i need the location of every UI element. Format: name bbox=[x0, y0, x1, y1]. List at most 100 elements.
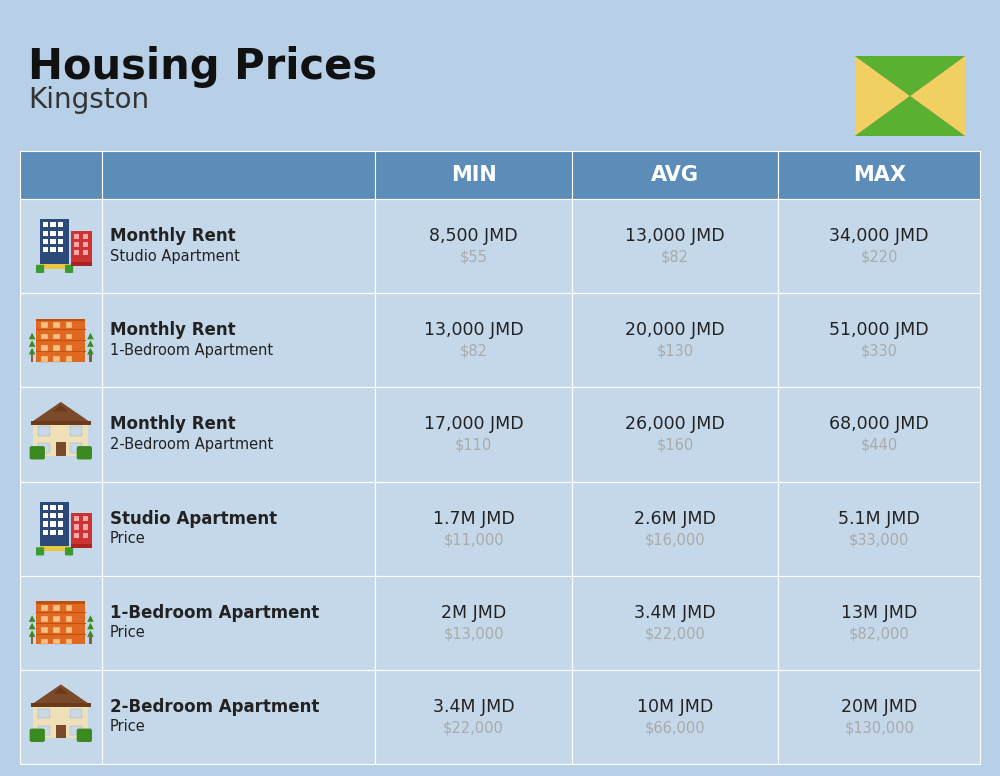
FancyBboxPatch shape bbox=[40, 501, 69, 552]
FancyBboxPatch shape bbox=[53, 605, 60, 611]
FancyBboxPatch shape bbox=[58, 513, 63, 518]
Text: 2M JMD: 2M JMD bbox=[441, 604, 506, 622]
FancyBboxPatch shape bbox=[70, 709, 82, 719]
FancyBboxPatch shape bbox=[66, 639, 72, 644]
FancyBboxPatch shape bbox=[41, 628, 48, 633]
FancyBboxPatch shape bbox=[20, 387, 102, 481]
Text: 10M JMD: 10M JMD bbox=[637, 698, 713, 716]
Text: 26,000 JMD: 26,000 JMD bbox=[625, 415, 725, 434]
FancyBboxPatch shape bbox=[43, 513, 48, 518]
Polygon shape bbox=[87, 340, 94, 347]
FancyBboxPatch shape bbox=[778, 151, 980, 199]
Text: 1-Bedroom Apartment: 1-Bedroom Apartment bbox=[110, 604, 319, 622]
FancyBboxPatch shape bbox=[43, 222, 48, 227]
FancyBboxPatch shape bbox=[375, 199, 572, 293]
Text: Studio Apartment: Studio Apartment bbox=[110, 510, 277, 528]
Text: 5.1M JMD: 5.1M JMD bbox=[838, 510, 920, 528]
FancyBboxPatch shape bbox=[53, 639, 60, 644]
FancyBboxPatch shape bbox=[36, 319, 85, 321]
FancyBboxPatch shape bbox=[77, 729, 92, 742]
FancyBboxPatch shape bbox=[375, 670, 572, 764]
Polygon shape bbox=[87, 615, 94, 622]
FancyBboxPatch shape bbox=[71, 230, 92, 265]
Text: Monthly Rent: Monthly Rent bbox=[110, 227, 235, 245]
FancyBboxPatch shape bbox=[77, 446, 92, 459]
FancyBboxPatch shape bbox=[38, 427, 50, 436]
FancyBboxPatch shape bbox=[50, 504, 56, 510]
Text: $22,000: $22,000 bbox=[645, 626, 706, 641]
FancyBboxPatch shape bbox=[53, 334, 60, 339]
FancyBboxPatch shape bbox=[40, 264, 69, 268]
FancyBboxPatch shape bbox=[31, 703, 91, 707]
FancyBboxPatch shape bbox=[56, 442, 66, 456]
Text: $66,000: $66,000 bbox=[645, 720, 706, 736]
FancyBboxPatch shape bbox=[38, 443, 50, 452]
FancyBboxPatch shape bbox=[375, 151, 572, 199]
FancyBboxPatch shape bbox=[50, 222, 56, 227]
FancyBboxPatch shape bbox=[375, 576, 572, 670]
FancyBboxPatch shape bbox=[20, 199, 102, 293]
Text: $22,000: $22,000 bbox=[443, 720, 504, 736]
Text: 1.7M JMD: 1.7M JMD bbox=[433, 510, 514, 528]
FancyBboxPatch shape bbox=[572, 670, 778, 764]
Text: 13,000 JMD: 13,000 JMD bbox=[625, 227, 725, 245]
FancyBboxPatch shape bbox=[40, 546, 69, 552]
Polygon shape bbox=[53, 405, 68, 411]
FancyBboxPatch shape bbox=[58, 230, 63, 236]
FancyBboxPatch shape bbox=[778, 670, 980, 764]
Text: $440: $440 bbox=[861, 438, 898, 453]
FancyBboxPatch shape bbox=[50, 239, 56, 244]
Text: Kingston: Kingston bbox=[28, 86, 149, 114]
FancyBboxPatch shape bbox=[89, 351, 92, 362]
FancyBboxPatch shape bbox=[70, 443, 82, 452]
FancyBboxPatch shape bbox=[36, 601, 85, 644]
Text: 3.4M JMD: 3.4M JMD bbox=[433, 698, 514, 716]
FancyBboxPatch shape bbox=[36, 319, 85, 362]
FancyBboxPatch shape bbox=[572, 576, 778, 670]
FancyBboxPatch shape bbox=[83, 516, 88, 521]
FancyBboxPatch shape bbox=[778, 387, 980, 481]
FancyBboxPatch shape bbox=[89, 633, 92, 644]
FancyBboxPatch shape bbox=[36, 265, 44, 273]
Text: $130,000: $130,000 bbox=[844, 720, 914, 736]
Polygon shape bbox=[87, 333, 94, 339]
Polygon shape bbox=[855, 56, 965, 96]
Text: Housing Prices: Housing Prices bbox=[28, 46, 377, 88]
FancyBboxPatch shape bbox=[58, 529, 63, 535]
Polygon shape bbox=[31, 684, 91, 705]
Polygon shape bbox=[87, 348, 94, 355]
FancyBboxPatch shape bbox=[58, 239, 63, 244]
Polygon shape bbox=[29, 333, 35, 339]
FancyBboxPatch shape bbox=[50, 513, 56, 518]
Polygon shape bbox=[910, 56, 965, 136]
Text: 2.6M JMD: 2.6M JMD bbox=[634, 510, 716, 528]
Text: 8,500 JMD: 8,500 JMD bbox=[429, 227, 518, 245]
FancyBboxPatch shape bbox=[33, 705, 88, 738]
FancyBboxPatch shape bbox=[71, 544, 92, 549]
FancyBboxPatch shape bbox=[33, 423, 88, 456]
FancyBboxPatch shape bbox=[58, 504, 63, 510]
Text: $55: $55 bbox=[460, 250, 488, 265]
Text: 34,000 JMD: 34,000 JMD bbox=[829, 227, 929, 245]
FancyBboxPatch shape bbox=[83, 250, 88, 255]
FancyBboxPatch shape bbox=[572, 481, 778, 576]
FancyBboxPatch shape bbox=[36, 601, 85, 604]
FancyBboxPatch shape bbox=[20, 293, 102, 387]
FancyBboxPatch shape bbox=[53, 628, 60, 633]
Polygon shape bbox=[31, 402, 91, 423]
FancyBboxPatch shape bbox=[20, 576, 102, 670]
FancyBboxPatch shape bbox=[41, 639, 48, 644]
Text: 3.4M JMD: 3.4M JMD bbox=[634, 604, 716, 622]
FancyBboxPatch shape bbox=[572, 387, 778, 481]
Polygon shape bbox=[855, 96, 965, 136]
FancyBboxPatch shape bbox=[778, 576, 980, 670]
Text: $82: $82 bbox=[661, 250, 689, 265]
Text: 20,000 JMD: 20,000 JMD bbox=[625, 321, 725, 339]
FancyBboxPatch shape bbox=[20, 151, 102, 199]
FancyBboxPatch shape bbox=[41, 605, 48, 611]
FancyBboxPatch shape bbox=[855, 56, 965, 136]
Text: Monthly Rent: Monthly Rent bbox=[110, 415, 235, 434]
FancyBboxPatch shape bbox=[66, 616, 72, 622]
FancyBboxPatch shape bbox=[74, 234, 79, 239]
FancyBboxPatch shape bbox=[40, 219, 69, 268]
